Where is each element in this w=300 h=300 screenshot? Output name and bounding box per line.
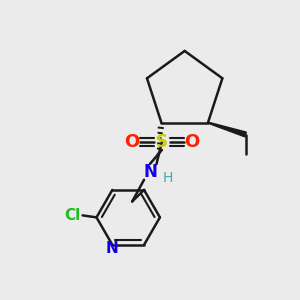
Text: Cl: Cl (64, 208, 81, 223)
Text: N: N (143, 163, 157, 181)
Text: O: O (124, 133, 140, 151)
Polygon shape (208, 122, 246, 137)
Text: N: N (106, 241, 119, 256)
Text: S: S (156, 133, 168, 151)
Text: H: H (163, 171, 173, 185)
Text: O: O (184, 133, 199, 151)
